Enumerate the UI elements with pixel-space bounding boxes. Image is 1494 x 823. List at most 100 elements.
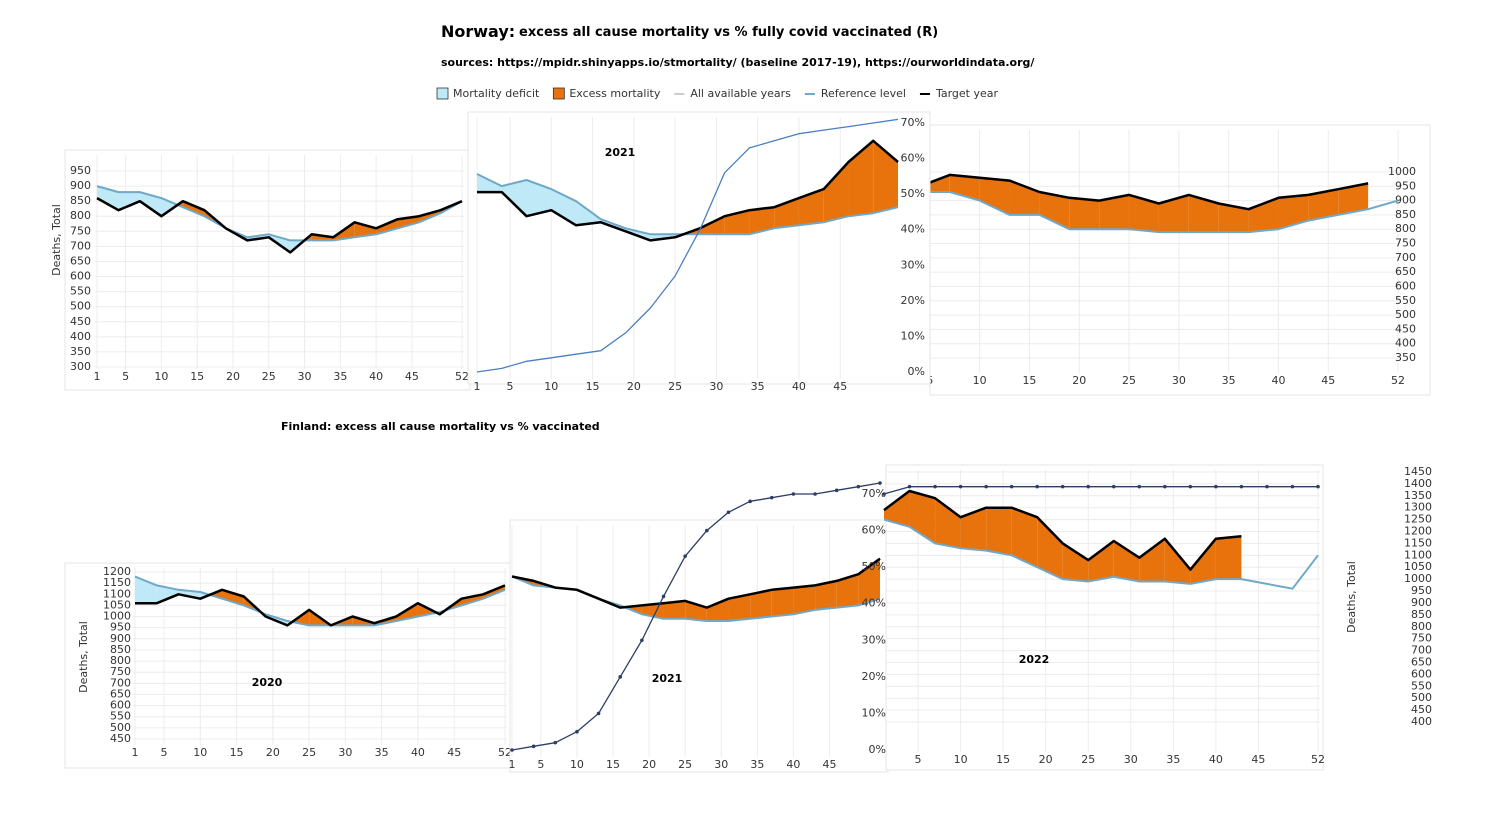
x-tick-label: 30 (298, 370, 312, 383)
y-tick-label: 750 (70, 224, 91, 237)
y-tick-label: 950 (70, 164, 91, 177)
excess-band (750, 589, 772, 619)
y-tick-label: 950 (1395, 179, 1416, 192)
excess-band (1164, 538, 1191, 584)
x-tick-label: 40 (369, 370, 383, 383)
vaccination-point (933, 484, 937, 489)
vaccination-point (726, 510, 731, 515)
excess-band (979, 177, 1010, 215)
x-tick-label: 10 (570, 758, 584, 771)
x-tick-label: 15 (586, 380, 600, 393)
y-tick-label: 1200 (1404, 525, 1432, 538)
y-tick-label: 350 (1395, 351, 1416, 364)
vaccination-point (1214, 484, 1218, 489)
excess-band (1190, 538, 1216, 584)
excess-band (884, 491, 910, 527)
y-tick-label: 550 (110, 710, 131, 723)
excess-band (749, 207, 775, 235)
excess-band (1069, 197, 1100, 230)
x-tick-label: 1 (94, 370, 101, 383)
y-tick-label: 900 (1395, 194, 1416, 207)
y-tick-label: 700 (70, 239, 91, 252)
mortality-line (96, 197, 463, 254)
vaccination-point (575, 729, 579, 734)
excess-band (1338, 183, 1369, 215)
x-tick-label: 20 (1072, 374, 1086, 387)
y-tick-label: 1100 (1404, 548, 1432, 561)
deficit-band (526, 180, 552, 217)
excess-band (1088, 541, 1114, 582)
y-tick-label: 850 (1411, 608, 1432, 621)
y-tick-label: 300 (70, 360, 91, 373)
y-tick-label: 650 (70, 254, 91, 267)
deficit-band (139, 192, 162, 217)
y-tick-label: 850 (110, 643, 131, 656)
y-tick-label: 800 (110, 654, 131, 667)
y-tick-label: 1150 (1404, 536, 1432, 549)
x-tick-label: 40 (1271, 374, 1285, 387)
vaccination-point (531, 744, 536, 749)
excess-band (986, 507, 1012, 556)
y2-tick-label: 70% (901, 116, 925, 129)
excess-band (960, 507, 987, 551)
excess-band (1113, 541, 1140, 582)
year-annotation: 2020 (252, 676, 283, 689)
vaccination-point (510, 748, 514, 752)
y-tick-label: 900 (1411, 596, 1432, 609)
vaccination-point (878, 481, 882, 485)
excess-band (1009, 180, 1040, 215)
x-tick-label: 1 (474, 380, 481, 393)
y2-tick-label: 10% (901, 329, 925, 342)
x-tick-label: 40 (1209, 753, 1223, 766)
year-annotation: 2021 (652, 672, 683, 685)
y2-tick-label: 40% (862, 597, 886, 610)
deficit-band (551, 189, 577, 226)
vaccination-point (791, 492, 796, 496)
panel-background (64, 562, 516, 769)
vaccination-point (1265, 484, 1269, 489)
excess-band (949, 174, 980, 201)
y-tick-label: 350 (70, 345, 91, 358)
x-tick-label: 5 (537, 758, 544, 771)
y-tick-label: 1050 (103, 598, 131, 611)
y2-tick-label: 50% (862, 560, 886, 573)
x-tick-label: 40 (792, 380, 806, 393)
year-annotation: 2022 (1019, 653, 1050, 666)
year-annotation: 2021 (605, 146, 636, 159)
x-tick-label: 10 (954, 753, 968, 766)
x-tick-label: 25 (1081, 753, 1095, 766)
y-tick-label: 1050 (1404, 560, 1432, 573)
x-tick-label: 5 (122, 370, 129, 383)
vaccination-point (748, 499, 752, 504)
vaccination-point (907, 484, 912, 489)
y-tick-label: 600 (1395, 279, 1416, 292)
excess-band (728, 594, 751, 621)
y-tick-label: 850 (70, 194, 91, 207)
x-tick-label: 10 (544, 380, 558, 393)
deficit-band (118, 192, 140, 211)
y-tick-label: 400 (1395, 337, 1416, 350)
excess-band (798, 189, 824, 226)
y-tick-label: 850 (1395, 208, 1416, 221)
y2-tick-label: 10% (862, 706, 886, 719)
excess-band (182, 201, 205, 217)
x-tick-label: 25 (678, 758, 692, 771)
x-tick-label: 10 (973, 374, 987, 387)
y-tick-label: 600 (1411, 667, 1432, 680)
excess-band (1278, 194, 1309, 230)
y-tick-label: 1000 (1388, 165, 1416, 178)
legend-label: Mortality deficit (453, 87, 540, 100)
y-tick-label: 500 (110, 721, 131, 734)
excess-band (1011, 507, 1038, 568)
y2-tick-label: 0% (908, 365, 925, 378)
vaccination-point (1111, 484, 1116, 489)
y-axis-label: Deaths, Total (1345, 561, 1358, 633)
y-tick-label: 1250 (1404, 513, 1432, 526)
excess-band (1248, 197, 1279, 233)
x-tick-label: 25 (262, 370, 276, 383)
x-tick-label: 15 (996, 753, 1010, 766)
vaccination-point (1060, 484, 1065, 489)
y-tick-label: 750 (1395, 237, 1416, 250)
vaccination-point (1239, 484, 1244, 489)
